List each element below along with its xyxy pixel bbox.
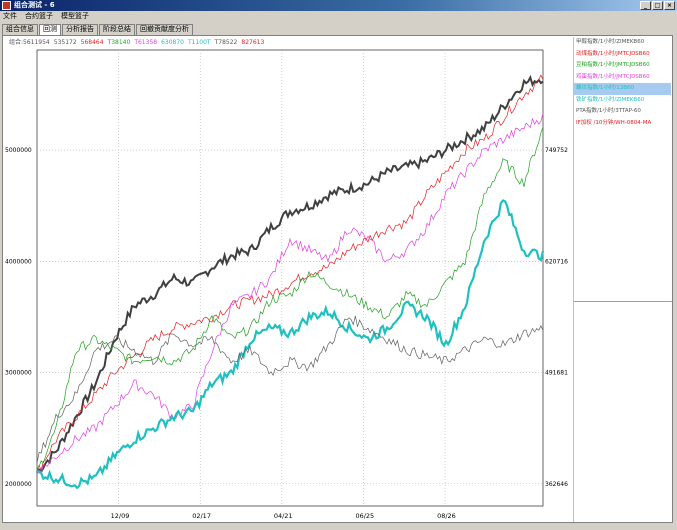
right-tick-label: 362646 <box>545 481 568 488</box>
total-value: T38140 <box>107 39 131 46</box>
chart-panel[interactable]: 组合:5611954 535172 568464 T38140 T61358 630870… <box>2 35 673 523</box>
legend-item[interactable]: 甲醇指数/1小时/ZIMEKB60 <box>576 39 645 45</box>
legend-item[interactable]: 豆粕指数/1小时/JMTCJDSB60 <box>576 62 650 68</box>
total-value: T61358 <box>134 39 158 46</box>
series-line-combo <box>36 74 544 474</box>
backtest-chart[interactable]: 2000000 362646 3000000 491681 4000000 620716 5… <box>3 36 573 524</box>
legend-item[interactable]: PTA指数/1小时/3TTAP-60 <box>576 108 641 114</box>
series-line-green <box>36 127 544 470</box>
tab-backtest[interactable]: 回测 <box>39 24 61 35</box>
tab-portfolio-info[interactable]: 组合信息 <box>2 24 38 35</box>
series-line-magenta <box>36 113 544 475</box>
left-tick-label: 2000000 <box>5 481 32 488</box>
right-tick-label: 620716 <box>545 258 568 265</box>
title-bar: 组合测试 - 6 _ □ × <box>0 0 677 11</box>
legend-panel: 甲醇指数/1小时/ZIMEKB60 动煤指数/1小时/JMTCJDSB60 豆粕指数… <box>573 37 672 522</box>
series-line-red <box>36 74 544 472</box>
left-tick-label: 4000000 <box>5 258 32 265</box>
minimize-button[interactable]: _ <box>640 1 651 10</box>
legend-item[interactable]: 动煤指数/1小时/JMTCJDSB60 <box>576 50 650 57</box>
series-line-gray <box>36 315 544 464</box>
window-title: 组合测试 - 6 <box>14 1 55 9</box>
x-tick-label: 04/21 <box>274 512 293 520</box>
status-bar <box>0 523 677 530</box>
legend-item[interactable]: IF加权 /10分钟/WH-0804-MA <box>576 119 652 126</box>
x-tick-label: 08/26 <box>437 512 456 520</box>
tab-stage-summary[interactable]: 阶段总结 <box>99 24 135 35</box>
legend-item[interactable]: 鸡蛋指数/1小时/JMTCJDSB60 <box>576 73 650 80</box>
x-tick-label: 06/25 <box>355 512 374 520</box>
legend-divider <box>574 301 672 302</box>
total-value: T78522 <box>214 39 238 46</box>
total-value: 630870 <box>161 39 184 46</box>
tab-drawdown-contribution[interactable]: 回撤贡献度分析 <box>136 24 193 35</box>
menu-bar: 文件 合约篮子 模型篮子 <box>0 11 677 22</box>
tab-strip: 组合信息 回测 分析报告 阶段总结 回撤贡献度分析 <box>2 24 194 35</box>
app-icon <box>2 1 11 10</box>
legend-item[interactable]: 铁矿指数/1小时/ZIMEKB60 <box>576 96 645 103</box>
left-tick-label: 5000000 <box>5 147 32 154</box>
total-value: 827613 <box>241 39 265 46</box>
right-tick-label: 491681 <box>545 370 568 377</box>
menu-contract-basket[interactable]: 合约篮子 <box>25 12 53 20</box>
x-tick-label: 02/17 <box>192 512 211 520</box>
left-tick-label: 3000000 <box>5 370 32 377</box>
tab-analysis-report[interactable]: 分析报告 <box>62 24 98 35</box>
total-value: 组合:5611954 <box>9 39 50 46</box>
total-value: 535172 <box>53 39 77 46</box>
right-tick-label: 749752 <box>545 147 568 154</box>
menu-file[interactable]: 文件 <box>3 12 17 20</box>
legend-item[interactable]: 螺纹指数/1小时/13B60 <box>574 83 671 95</box>
x-tick-label: 12/09 <box>111 512 130 520</box>
maximize-button[interactable]: □ <box>652 1 663 10</box>
series-line-cyan <box>36 199 545 490</box>
close-button[interactable]: × <box>664 1 675 10</box>
menu-model-basket[interactable]: 模型篮子 <box>61 12 89 20</box>
total-value: T1100T <box>188 39 211 46</box>
totals-row: 组合:5611954 535172 568464 T38140 T61358 630870… <box>9 37 268 46</box>
total-value: 568464 <box>80 39 104 46</box>
plot-frame <box>36 49 544 507</box>
